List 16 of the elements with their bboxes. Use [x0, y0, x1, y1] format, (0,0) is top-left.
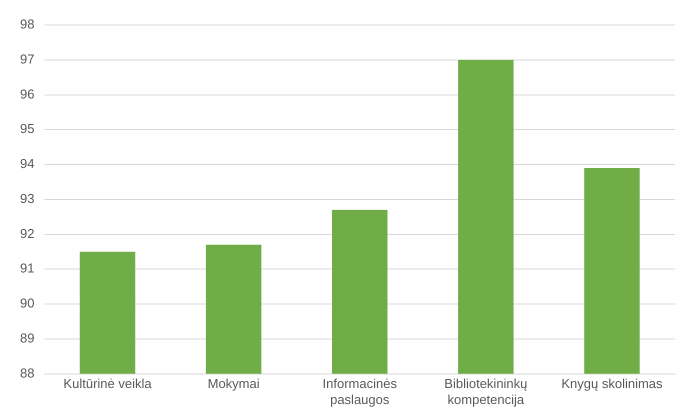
y-tick-label: 95 [20, 121, 34, 136]
x-tick-label: Bibliotekininkų kompetencija [444, 376, 528, 407]
x-tick-label: Mokymai [208, 376, 260, 392]
y-tick-label: 88 [20, 365, 34, 380]
y-tick-label: 93 [20, 190, 34, 206]
y-tick-label: 90 [20, 296, 34, 311]
y-tick-label: 89 [20, 330, 34, 346]
y-tick-label: 97 [20, 51, 34, 66]
y-tick-label: 96 [20, 86, 34, 102]
y-tick-label: 94 [20, 156, 34, 172]
y-tick-label: 98 [20, 16, 34, 32]
x-tick-label: Informacinės paslaugos [322, 376, 398, 407]
y-tick-label: 92 [20, 226, 34, 241]
y-tick-label: 91 [20, 260, 34, 276]
x-tick-label: Knygų skolinimas [561, 376, 664, 392]
x-tick-label: Kultūrinė veikla [63, 376, 152, 392]
